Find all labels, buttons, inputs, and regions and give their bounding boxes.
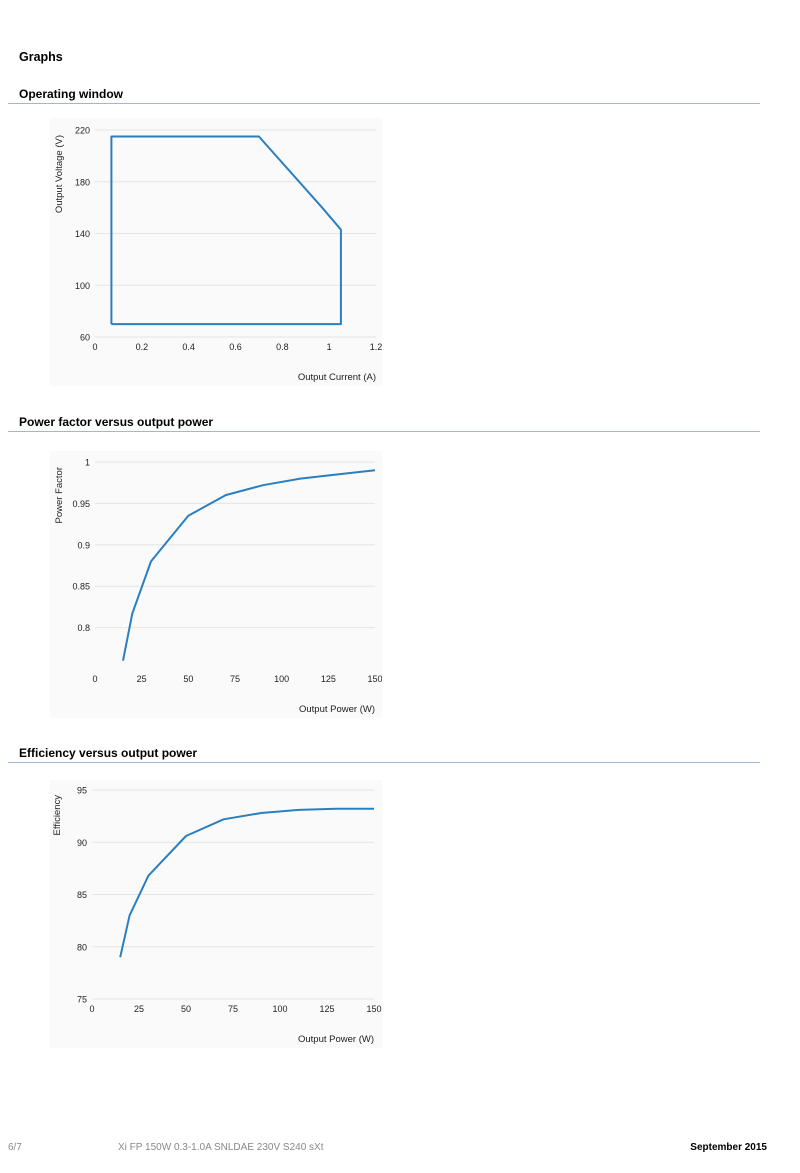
chart-panel: 75 80 85 90 95 0 25 50 75 100 125 150 Output Power (… — [50, 780, 382, 1048]
y-axis-label: Efficiency — [52, 795, 63, 836]
y-tick-label: 90 — [77, 838, 87, 848]
x-tick-label: 1 — [327, 342, 332, 352]
x-tick-label: 150 — [367, 674, 382, 684]
x-tick-label: 25 — [137, 674, 147, 684]
y-tick-label: 60 — [80, 333, 90, 343]
chart-panel: 60 100 140 180 220 0 0.2 0.4 0.6 0.8 1 1.2 Output Cu… — [50, 118, 382, 386]
y-tick-label: 180 — [75, 177, 90, 187]
x-tick-label: 150 — [366, 1004, 381, 1014]
x-tick-label: 0 — [92, 674, 97, 684]
x-tick-label: 0 — [92, 342, 97, 352]
y-tick-label: 85 — [77, 890, 87, 900]
y-tick-label: 0.95 — [72, 499, 90, 509]
x-tick-label: 0.2 — [136, 342, 149, 352]
x-axis-label: Output Current (A) — [298, 372, 376, 383]
x-tick-label: 1.2 — [370, 342, 382, 352]
y-tick-label: 75 — [77, 995, 87, 1005]
series-line — [110, 135, 342, 326]
section-title-efficiency: Efficiency versus output power — [19, 746, 198, 760]
y-tick-label: 220 — [75, 126, 90, 136]
x-axis-label: Output Power (W) — [298, 1034, 374, 1045]
footer-date: September 2015 — [690, 1142, 767, 1153]
footer-page-number: 6/7 — [8, 1142, 22, 1153]
footer-product-name: Xi FP 150W 0.3-1.0A SNLDAE 230V S240 sXt — [118, 1142, 324, 1153]
y-axis-label: Output Voltage (V) — [54, 135, 65, 213]
y-tick-label: 0.85 — [72, 582, 90, 592]
page-heading: Graphs — [19, 50, 63, 64]
y-tick-label: 0.9 — [77, 540, 90, 550]
x-axis-label: Output Power (W) — [299, 704, 375, 715]
x-tick-label: 0 — [89, 1004, 94, 1014]
y-tick-label: 80 — [77, 942, 87, 952]
x-tick-label: 100 — [272, 1004, 287, 1014]
x-tick-label: 0.8 — [276, 342, 289, 352]
x-tick-label: 0.6 — [229, 342, 242, 352]
y-axis-label: Power Factor — [54, 467, 65, 524]
x-tick-label: 50 — [181, 1004, 191, 1014]
x-tick-label: 25 — [134, 1004, 144, 1014]
y-tick-label: 95 — [77, 786, 87, 796]
chart-power-factor: 0.8 0.85 0.9 0.95 1 0 25 50 75 100 125 150 Output Po… — [54, 458, 383, 716]
x-tick-label: 75 — [228, 1004, 238, 1014]
series-line — [122, 469, 376, 661]
section-title-power-factor: Power factor versus output power — [19, 415, 214, 429]
section-title-operating-window: Operating window — [19, 87, 123, 101]
x-tick-label: 100 — [274, 674, 289, 684]
y-tick-label: 1 — [85, 458, 90, 468]
x-tick-label: 0.4 — [182, 342, 195, 352]
x-tick-label: 125 — [321, 674, 336, 684]
section-divider — [8, 103, 760, 104]
section-divider — [8, 431, 760, 432]
series-line — [119, 807, 374, 958]
y-tick-label: 140 — [75, 229, 90, 239]
section-divider — [8, 762, 760, 763]
y-tick-label: 0.8 — [77, 623, 90, 633]
chart-operating-window: 60 100 140 180 220 0 0.2 0.4 0.6 0.8 1 1.2 Output Cu… — [54, 126, 382, 384]
y-tick-label: 100 — [75, 281, 90, 291]
chart-panel: 0.8 0.85 0.9 0.95 1 0 25 50 75 100 125 150 Output Po… — [50, 451, 383, 718]
x-tick-label: 50 — [183, 674, 193, 684]
x-tick-label: 75 — [230, 674, 240, 684]
x-tick-label: 125 — [319, 1004, 334, 1014]
chart-efficiency: 75 80 85 90 95 0 25 50 75 100 125 150 Output Power (… — [52, 786, 382, 1046]
